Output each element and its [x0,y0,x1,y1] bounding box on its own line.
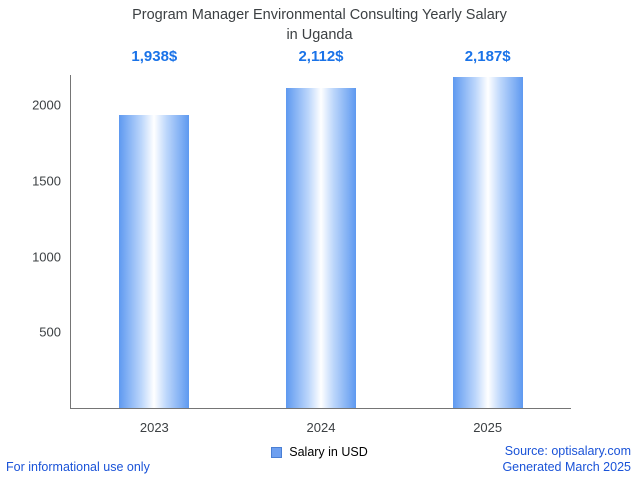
legend-swatch-icon [271,446,283,458]
x-tick-label: 2023 [139,420,169,435]
bar-value-label: 2,112$ [298,48,344,65]
source-block: Source: optisalary.com Generated March 2… [502,444,631,475]
bar-value-label: 1,938$ [131,48,178,65]
bar [286,88,356,408]
disclaimer-text: For informational use only [6,460,150,474]
bar [119,114,190,408]
x-tick-label: 2025 [473,420,503,435]
y-tick-label: 500 [39,324,61,340]
chart-title-line1: Program Manager Environmental Consulting… [132,7,507,23]
chart-title: Program Manager Environmental Consulting… [0,6,639,45]
legend: Salary in USD [0,445,639,459]
bar [452,76,523,408]
source-link[interactable]: Source: optisalary.com [504,444,631,458]
y-tick-label: 1500 [32,173,61,189]
plot-area: 500 1000 1500 2000 1,938$ 2023 2,112$ 2024 2,187… [32,48,571,435]
y-tick-label: 1000 [32,249,61,265]
generated-date: Generated March 2025 [502,459,631,474]
legend-label: Salary in USD [289,445,368,459]
x-tick-label: 2024 [306,420,336,435]
y-tick-label: 2000 [32,97,61,113]
bar-value-label: 2,187$ [464,48,511,65]
chart-title-line2: in Uganda [286,26,353,43]
